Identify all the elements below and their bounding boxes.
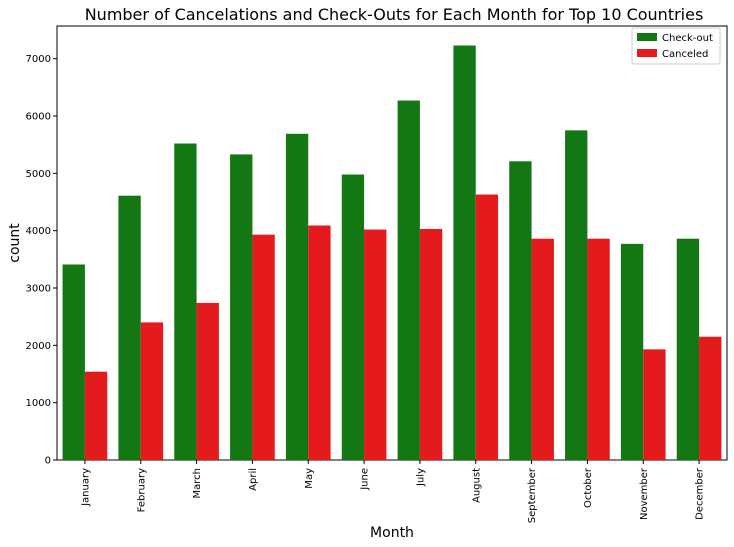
x-tick-label-december: December [695, 467, 706, 520]
bars-group [62, 45, 722, 461]
y-tick-label: 2000 [26, 341, 51, 352]
y-tick-label: 7000 [26, 54, 51, 65]
bar-check-out-august [453, 45, 476, 461]
x-tick-label-may: May [304, 468, 315, 489]
x-tick-label-july: July [415, 468, 426, 487]
x-tick-label-october: October [583, 467, 594, 508]
bar-canceled-august [475, 194, 499, 461]
bar-canceled-june [364, 229, 387, 460]
legend-swatch-canceled [637, 49, 657, 57]
x-tick-label-february: February [136, 468, 147, 512]
bar-canceled-february [140, 322, 164, 460]
bar-canceled-may [308, 225, 331, 460]
bar-check-out-january [62, 264, 85, 460]
bar-canceled-april [252, 234, 275, 460]
bar-check-out-december [676, 238, 700, 460]
x-tick-label-november: November [639, 467, 650, 520]
x-tick-label-march: March [192, 468, 203, 498]
y-axis: 0 1000 2000 3000 4000 5000 6000 7000 [26, 54, 57, 467]
bar-check-out-october [565, 130, 588, 460]
y-axis-label: count [7, 223, 23, 263]
bar-check-out-march [174, 143, 197, 460]
bar-canceled-january [84, 371, 108, 460]
legend: Check-out Canceled [631, 27, 721, 65]
x-tick-label-january: January [80, 468, 91, 507]
x-tick-label-april: April [248, 468, 259, 491]
bar-check-out-february [118, 195, 141, 460]
bar-canceled-october [587, 238, 610, 460]
x-axis: January February March April May June July Augu… [80, 460, 706, 523]
chart-title: Number of Cancelations and Check-Outs fo… [85, 5, 704, 24]
y-tick-label: 4000 [26, 226, 51, 237]
bar-canceled-november [643, 349, 666, 460]
x-tick-label-september: September [527, 467, 538, 523]
y-tick-label: 1000 [26, 398, 51, 409]
plot-area [56, 25, 728, 461]
bar-canceled-september [531, 238, 554, 460]
bar-check-out-september [509, 161, 532, 461]
bar-check-out-april [230, 154, 253, 461]
y-tick-label: 6000 [26, 112, 51, 123]
bar-canceled-december [699, 336, 722, 460]
y-tick-label: 3000 [26, 284, 51, 295]
bar-check-out-may [285, 133, 309, 460]
bar-check-out-november [620, 243, 644, 460]
bar-canceled-march [196, 302, 219, 460]
x-tick-label-june: June [360, 468, 371, 491]
bar-canceled-july [419, 228, 443, 460]
x-tick-label-august: August [471, 468, 482, 503]
y-tick-label: 0 [45, 456, 51, 467]
legend-label-canceled: Canceled [662, 49, 708, 60]
bar-check-out-june [341, 174, 365, 461]
x-axis-label: Month [370, 525, 414, 541]
y-tick-label: 5000 [26, 169, 51, 180]
legend-label-check-out: Check-out [662, 33, 713, 44]
legend-swatch-check-out [637, 33, 657, 41]
bar-check-out-july [397, 100, 420, 460]
